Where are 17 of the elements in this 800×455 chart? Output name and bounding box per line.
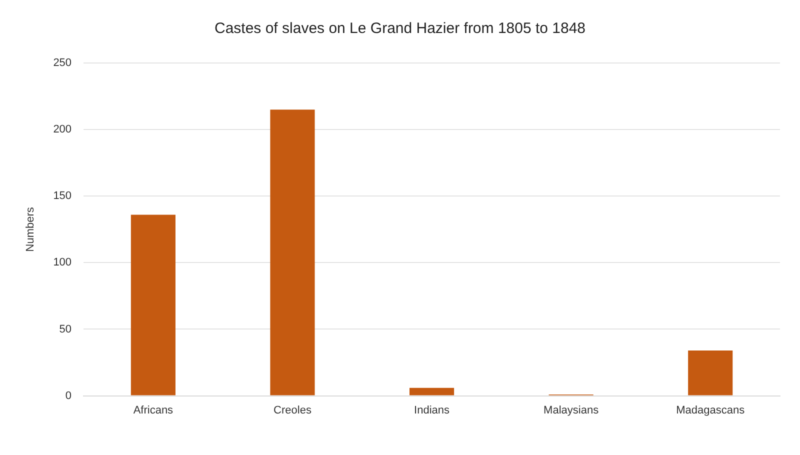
- x-tick-label: Madagascans: [676, 404, 746, 416]
- y-tick-label: 200: [53, 124, 72, 136]
- y-tick-label: 0: [65, 390, 72, 402]
- bar: [130, 214, 176, 396]
- y-tick-label: 250: [53, 57, 72, 70]
- bar: [270, 110, 315, 396]
- bar: [688, 350, 733, 396]
- x-tick-label: Africans: [133, 404, 174, 416]
- x-tick-label: Indians: [414, 404, 450, 416]
- bar: [409, 388, 454, 396]
- chart-title: Castes of slaves on Le Grand Hazier from 1805 to 1848: [214, 20, 586, 38]
- y-axis-title: Numbers: [24, 206, 37, 252]
- y-tick-label: 150: [53, 190, 72, 202]
- x-tick-label: Creoles: [274, 404, 312, 416]
- x-tick-label: Malaysians: [544, 404, 600, 416]
- y-tick-label: 100: [53, 256, 72, 269]
- y-tick-label: 50: [59, 323, 72, 336]
